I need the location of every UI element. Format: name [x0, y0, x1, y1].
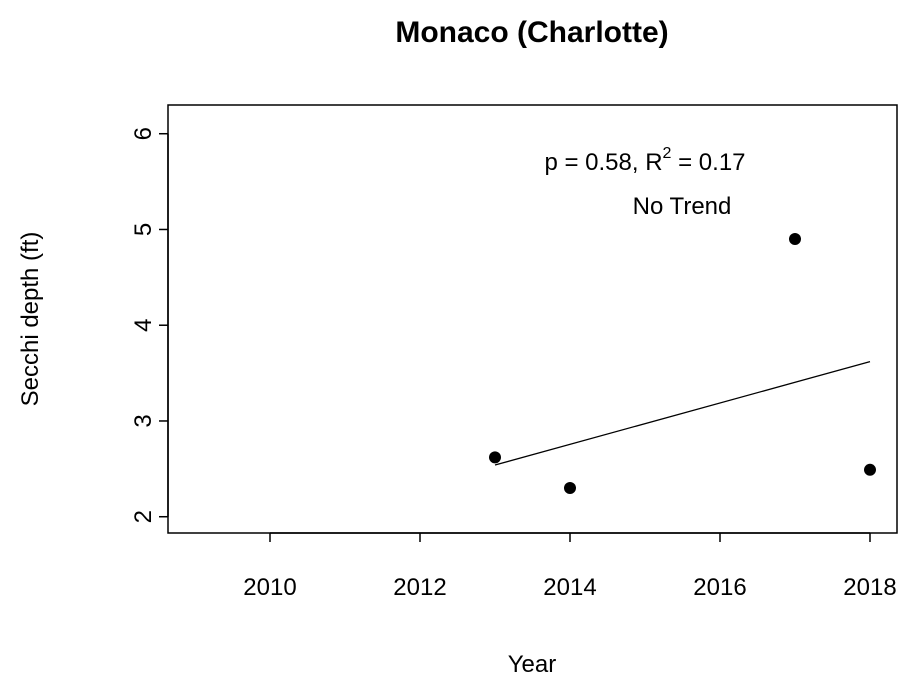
annotation-text: p = 0.58, R [544, 149, 662, 176]
annotation-text: = 0.17 [671, 149, 745, 176]
chart-title: Monaco (Charlotte) [395, 16, 668, 49]
x-tick-label: 2018 [843, 574, 896, 601]
x-tick-label: 2012 [393, 574, 446, 601]
plot-box [167, 104, 898, 534]
y-axis-label: Secchi depth (ft) [17, 232, 44, 407]
x-tick-label: 2014 [543, 574, 596, 601]
annotation-superscript: 2 [663, 145, 672, 162]
x-tick-label: 2016 [693, 574, 746, 601]
point [864, 463, 876, 476]
annotation: No Trend [633, 193, 732, 220]
y-tick-label: 2 [130, 510, 157, 523]
x-tick-label: 2010 [243, 574, 296, 601]
y-tick-label: 4 [130, 319, 157, 332]
point [489, 451, 501, 464]
point [564, 481, 576, 494]
y-tick-label: 3 [130, 414, 157, 427]
x-axis-label: Year [508, 651, 557, 678]
annotation: p = 0.58, R2 = 0.17 [544, 145, 745, 176]
y-tick-label: 6 [130, 127, 157, 140]
trend-line [494, 360, 871, 466]
point [789, 233, 801, 246]
y-tick-label: 5 [130, 223, 157, 236]
